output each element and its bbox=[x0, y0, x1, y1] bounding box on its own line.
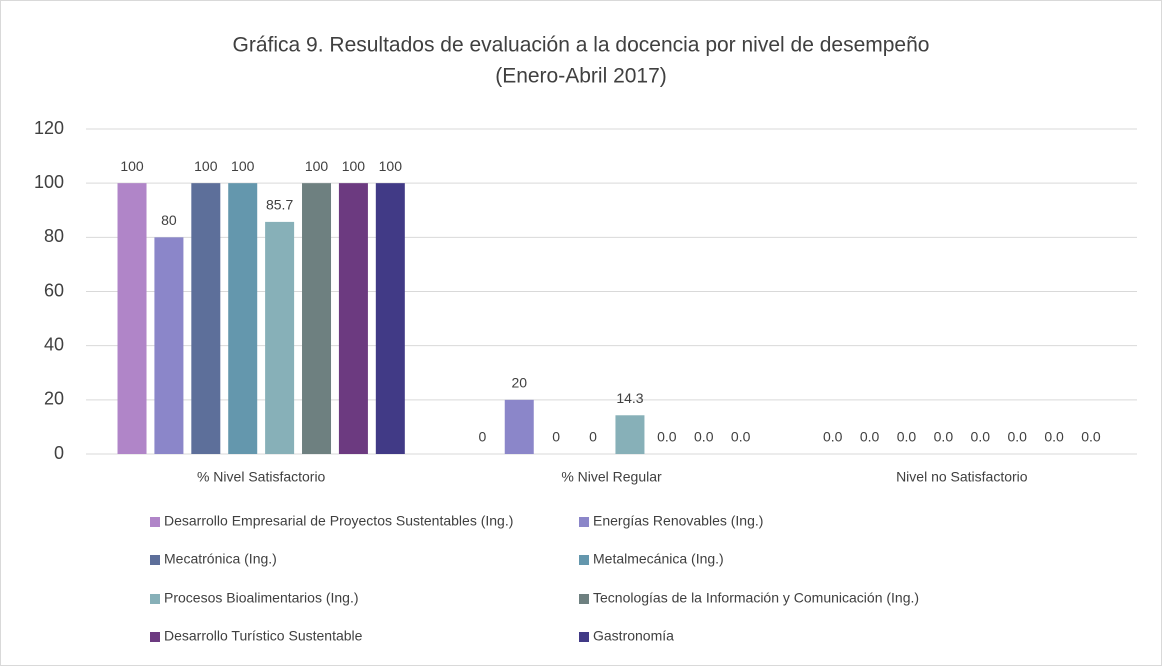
data-label: 0.0 bbox=[657, 429, 677, 445]
legend-swatch bbox=[579, 594, 589, 604]
bar bbox=[615, 415, 645, 454]
data-label: 0 bbox=[589, 429, 597, 445]
chart-title: Gráfica 9. Resultados de evaluación a la… bbox=[233, 34, 930, 57]
bar bbox=[117, 183, 147, 454]
x-tick-label: % Nivel Satisfactorio bbox=[197, 469, 326, 485]
data-label: 85.7 bbox=[266, 197, 293, 213]
y-tick-label: 40 bbox=[44, 334, 64, 354]
legend-swatch bbox=[579, 632, 589, 642]
legend-swatch bbox=[150, 517, 160, 527]
bar bbox=[154, 237, 184, 454]
data-label: 0.0 bbox=[694, 429, 714, 445]
bar bbox=[302, 183, 332, 454]
data-label: 80 bbox=[161, 212, 177, 228]
data-label: 14.3 bbox=[616, 390, 643, 406]
data-label: 100 bbox=[231, 158, 255, 174]
legend-label: Procesos Bioalimentarios (Ing.) bbox=[164, 590, 359, 606]
data-label: 0.0 bbox=[934, 429, 954, 445]
bar bbox=[265, 221, 295, 454]
data-label: 100 bbox=[194, 158, 218, 174]
data-label: 0.0 bbox=[971, 429, 991, 445]
bar bbox=[228, 183, 258, 454]
x-tick-label: Nivel no Satisfactorio bbox=[896, 469, 1028, 485]
data-label: 0.0 bbox=[823, 429, 843, 445]
data-label: 100 bbox=[120, 158, 144, 174]
data-label: 0.0 bbox=[1044, 429, 1064, 445]
data-label: 20 bbox=[511, 375, 527, 391]
bar bbox=[375, 183, 405, 454]
legend-label: Desarrollo Turístico Sustentable bbox=[164, 628, 363, 644]
y-tick-label: 20 bbox=[44, 389, 64, 409]
bar bbox=[191, 183, 221, 454]
bar bbox=[338, 183, 368, 454]
data-label: 0.0 bbox=[1007, 429, 1027, 445]
data-label: 0.0 bbox=[1081, 429, 1101, 445]
y-tick-label: 60 bbox=[44, 280, 64, 300]
y-tick-label: 120 bbox=[34, 118, 64, 138]
x-tick-label: % Nivel Regular bbox=[561, 469, 662, 485]
legend-label: Mecatrónica (Ing.) bbox=[164, 551, 277, 567]
data-label: 100 bbox=[305, 158, 329, 174]
legend-swatch bbox=[579, 517, 589, 527]
legend-label: Desarrollo Empresarial de Proyectos Sust… bbox=[164, 513, 513, 529]
chart-subtitle: (Enero-Abril 2017) bbox=[495, 65, 667, 88]
data-label: 100 bbox=[342, 158, 366, 174]
legend-swatch bbox=[150, 555, 160, 565]
y-tick-label: 100 bbox=[34, 172, 64, 192]
legend-swatch bbox=[579, 555, 589, 565]
data-label: 0.0 bbox=[731, 429, 751, 445]
y-tick-label: 80 bbox=[44, 226, 64, 246]
data-label: 100 bbox=[379, 158, 403, 174]
legend-swatch bbox=[150, 594, 160, 604]
data-label: 0 bbox=[478, 429, 486, 445]
bar bbox=[504, 399, 534, 454]
data-label: 0.0 bbox=[897, 429, 917, 445]
data-label: 0 bbox=[552, 429, 560, 445]
legend-label: Gastronomía bbox=[593, 628, 674, 644]
legend-label: Metalmecánica (Ing.) bbox=[593, 551, 724, 567]
legend-label: Energías Renovables (Ing.) bbox=[593, 513, 763, 529]
y-tick-label: 0 bbox=[54, 443, 64, 463]
legend-label: Tecnologías de la Información y Comunica… bbox=[593, 590, 919, 606]
data-label: 0.0 bbox=[860, 429, 880, 445]
legend-swatch bbox=[150, 632, 160, 642]
